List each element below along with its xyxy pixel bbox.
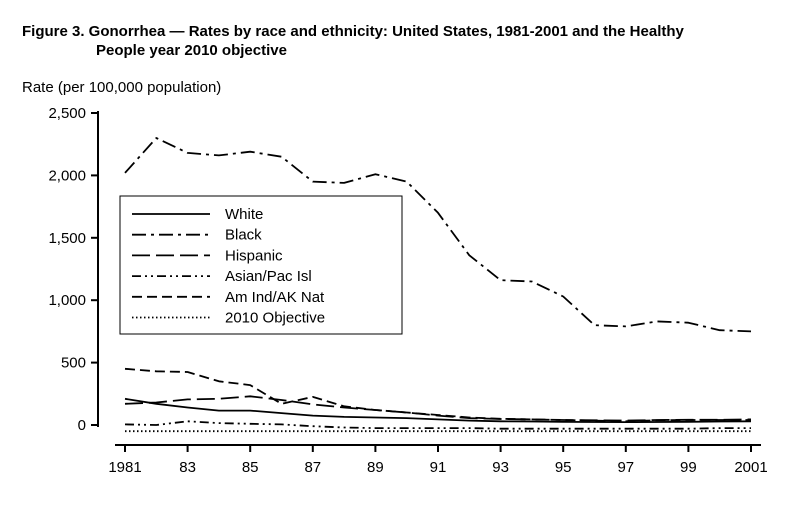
y-tick-label: 2,000 (48, 167, 86, 184)
legend-label: Black (225, 227, 262, 244)
x-tick-label: 87 (304, 459, 321, 476)
series-line-1 (124, 397, 752, 424)
x-tick-label: 99 (680, 459, 697, 476)
x-tick-label: 85 (242, 459, 259, 476)
legend-label: 2010 Objective (225, 310, 325, 327)
y-tick-label: 2,500 (48, 105, 86, 122)
legend-box (119, 195, 403, 335)
chart-title-line2: People year 2010 objective (96, 42, 287, 59)
series-line-4 (124, 420, 751, 430)
x-tick-label: 93 (492, 459, 509, 476)
legend: White Black Hispanic Asian/Pac Isl Am Ind/AK… (119, 195, 403, 335)
y-tick-label: 1,000 (48, 292, 86, 309)
series-line-5 (124, 367, 751, 423)
x-tick-label: 91 (430, 459, 447, 476)
y-tick-label: 0 (78, 417, 86, 434)
y-axis-label: Rate (per 100,000 population) (22, 79, 221, 96)
legend-label: Hispanic (225, 247, 283, 264)
x-tick-label: 1981 (108, 459, 141, 476)
series-lines (124, 137, 752, 433)
legend-label: White (225, 206, 263, 223)
x-tick-label: 2001 (734, 459, 767, 476)
chart-title-line1: Figure 3. Gonorrhea — Rates by race and … (22, 23, 684, 40)
series-line-3 (124, 395, 752, 422)
y-tick-label: 1,500 (48, 230, 86, 247)
legend-label: Asian/Pac Isl (225, 268, 312, 285)
y-tick-label: 500 (61, 355, 86, 372)
series-line-2 (124, 137, 752, 333)
x-tick-label: 89 (367, 459, 384, 476)
chart-title: Figure 3. Gonorrhea — Rates by race and … (22, 22, 802, 60)
x-tick-label: 83 (179, 459, 196, 476)
axes: 0 500 1,000 1,500 2,000 2,500 1981 83 85 87 89 91 93… (48, 105, 767, 476)
x-tick-label: 97 (617, 459, 634, 476)
legend-label: Am Ind/AK Nat (225, 289, 325, 306)
x-tick-label: 95 (555, 459, 572, 476)
